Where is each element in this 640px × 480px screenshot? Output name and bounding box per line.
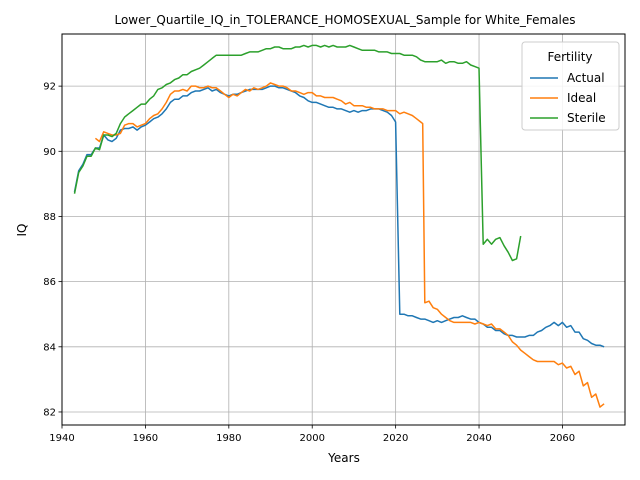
y-tick-label: 88 <box>43 212 56 223</box>
y-axis-ticks: 82 84 86 88 90 92 <box>43 82 62 418</box>
legend-label-sterile: Sterile <box>567 111 606 125</box>
x-axis-ticks: 1940 1960 1980 2000 2020 2040 2060 <box>49 425 575 444</box>
x-axis-label: Years <box>327 451 360 465</box>
series-lines <box>73 44 605 408</box>
x-tick-label: 2020 <box>383 433 408 444</box>
y-axis-label: IQ <box>15 224 29 237</box>
legend-label-ideal: Ideal <box>567 91 596 105</box>
y-tick-label: 84 <box>43 342 56 353</box>
legend-box <box>521 41 620 131</box>
x-tick-label: 2000 <box>299 433 324 444</box>
series-line-actual <box>73 85 605 348</box>
y-tick-label: 86 <box>43 277 56 288</box>
x-tick-label: 2060 <box>550 433 575 444</box>
plot-frame <box>61 33 626 426</box>
x-tick-label: 2040 <box>466 433 491 444</box>
legend: Fertility Actual Ideal Sterile <box>521 41 620 131</box>
x-tick-label: 1960 <box>133 433 158 444</box>
series-line-ideal <box>94 82 605 408</box>
x-tick-label: 1980 <box>216 433 241 444</box>
legend-title: Fertility <box>547 50 592 64</box>
legend-label-actual: Actual <box>567 71 605 85</box>
series-line-sterile <box>73 44 522 262</box>
y-tick-label: 90 <box>43 147 56 158</box>
x-tick-label: 1940 <box>49 433 74 444</box>
legend-entries: Actual Ideal Sterile <box>530 71 606 125</box>
y-tick-label: 82 <box>43 407 56 418</box>
y-tick-label: 92 <box>43 82 56 93</box>
chart-title: Lower_Quartile_IQ_in_TOLERANCE_HOMOSEXUA… <box>114 13 575 27</box>
